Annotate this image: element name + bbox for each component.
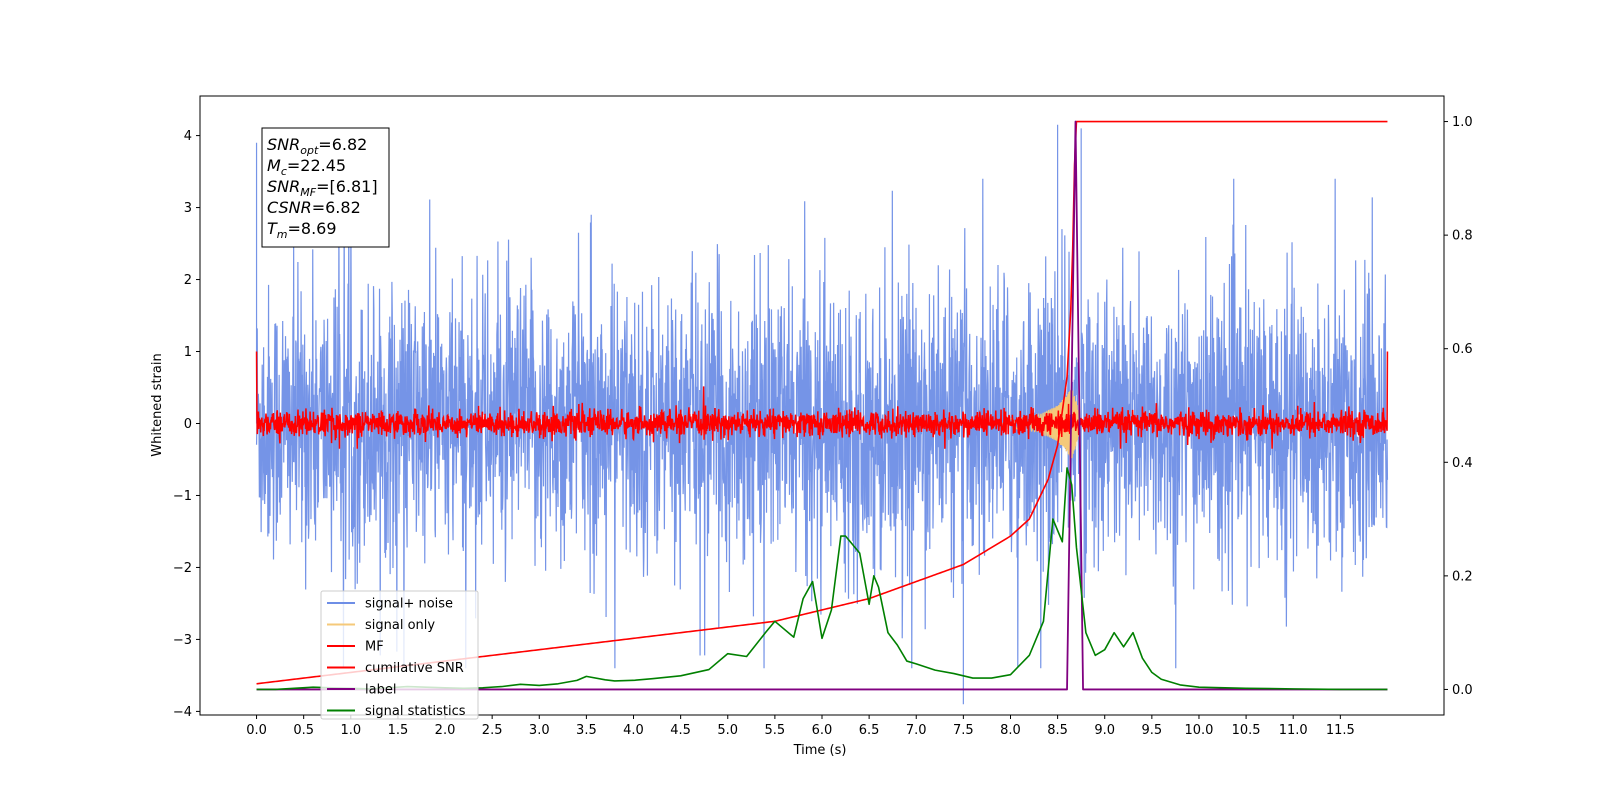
annotation-line: CSNR=6.82 bbox=[267, 198, 361, 217]
x-tick-label: 9.0 bbox=[1094, 723, 1115, 738]
x-tick-label: 1.0 bbox=[340, 723, 361, 738]
y-tick-label: −1 bbox=[173, 489, 192, 504]
series-signal-only-line bbox=[1001, 387, 1082, 459]
y-tick-label: 2 bbox=[184, 273, 192, 288]
y2-tick-label: 0.8 bbox=[1452, 229, 1473, 244]
x-tick-label: 7.0 bbox=[906, 723, 927, 738]
y2-tick-label: 1.0 bbox=[1452, 115, 1473, 130]
annotation-line: Mc=22.45 bbox=[267, 156, 346, 178]
x-tick-label: 5.0 bbox=[717, 723, 738, 738]
plot-area bbox=[255, 120, 1389, 705]
x-tick-label: 6.0 bbox=[812, 723, 833, 738]
legend-entry: label bbox=[327, 683, 396, 698]
series-signal-noise-line bbox=[255, 124, 1389, 705]
y-tick-label: −4 bbox=[173, 705, 192, 720]
series-mf-line bbox=[255, 351, 1389, 449]
x-tick-label: 0.5 bbox=[293, 723, 314, 738]
x-tick-label: 7.5 bbox=[953, 723, 974, 738]
legend: signal+ noise signal only MF cumilative SNR… bbox=[320, 590, 479, 720]
series-signal-statistics-line bbox=[256, 467, 1388, 691]
y-tick-label: 3 bbox=[184, 201, 192, 216]
x-tick-label: 5.5 bbox=[765, 723, 786, 738]
x-tick-label: 3.5 bbox=[576, 723, 597, 738]
x-tick-label: 3.0 bbox=[529, 723, 550, 738]
x-tick-label: 2.5 bbox=[482, 723, 503, 738]
legend-label: MF bbox=[365, 640, 384, 655]
y2-tick-label: 0.2 bbox=[1452, 569, 1473, 584]
x-tick-label: 1.5 bbox=[388, 723, 409, 738]
legend-label: signal statistics bbox=[365, 704, 466, 719]
legend-label: signal+ noise bbox=[365, 597, 453, 612]
annotation-line: SNRMF=[6.81] bbox=[267, 177, 378, 199]
y-axis-right: 0.0 0.2 0.4 0.6 0.8 1.0 bbox=[1444, 115, 1473, 698]
annotation-frame bbox=[261, 127, 390, 248]
legend-label: signal only bbox=[365, 618, 435, 633]
legend-entry: signal+ noise bbox=[327, 597, 453, 612]
x-tick-label: 4.0 bbox=[623, 723, 644, 738]
y2-tick-label: 0.6 bbox=[1452, 342, 1473, 357]
y-tick-label: 4 bbox=[184, 129, 192, 144]
x-tick-label: 2.0 bbox=[435, 723, 456, 738]
y-tick-label: 1 bbox=[184, 345, 192, 360]
annotation-box: SNRopt=6.82Mc=22.45SNRMF=[6.81]CSNR=6.82… bbox=[261, 127, 390, 248]
x-tick-label: 4.5 bbox=[670, 723, 691, 738]
legend-entry: cumilative SNR bbox=[327, 661, 464, 676]
legend-entry: MF bbox=[327, 640, 384, 655]
x-tick-label: 10.5 bbox=[1232, 723, 1261, 738]
y-axis-left: −4 −3 −2 −1 0 1 2 3 4 bbox=[173, 129, 200, 720]
x-axis-label: Time (s) bbox=[793, 743, 847, 758]
x-tick-label: 6.5 bbox=[859, 723, 880, 738]
legend-frame bbox=[320, 590, 479, 720]
x-tick-label: 8.0 bbox=[1000, 723, 1021, 738]
x-axis: 0.0 0.5 1.0 1.5 2.0 2.5 3.0 3.5 4.0 4.5 5.0 5.5 6.0 6… bbox=[246, 715, 1355, 738]
annotation-line: SNRopt=6.82 bbox=[267, 135, 367, 157]
x-tick-label: 11.0 bbox=[1279, 723, 1308, 738]
y-tick-label: 0 bbox=[184, 417, 192, 432]
x-tick-label: 9.5 bbox=[1142, 723, 1163, 738]
legend-entry: signal statistics bbox=[327, 704, 466, 719]
x-tick-label: 10.0 bbox=[1184, 723, 1213, 738]
legend-entry: signal only bbox=[327, 618, 435, 633]
x-tick-label: 0.0 bbox=[246, 723, 267, 738]
series-label-line bbox=[256, 120, 1388, 691]
legend-label: cumilative SNR bbox=[365, 661, 464, 676]
y2-tick-label: 0.4 bbox=[1452, 456, 1473, 471]
legend-label: label bbox=[365, 683, 396, 698]
y-tick-label: −2 bbox=[173, 561, 192, 576]
x-tick-label: 8.5 bbox=[1047, 723, 1068, 738]
y2-tick-label: 0.0 bbox=[1452, 683, 1473, 698]
y-tick-label: −3 bbox=[173, 633, 192, 648]
x-tick-label: 11.5 bbox=[1326, 723, 1355, 738]
annotation-line: Tm=8.69 bbox=[267, 219, 337, 241]
y-axis-label: Whitened strain bbox=[150, 353, 165, 456]
